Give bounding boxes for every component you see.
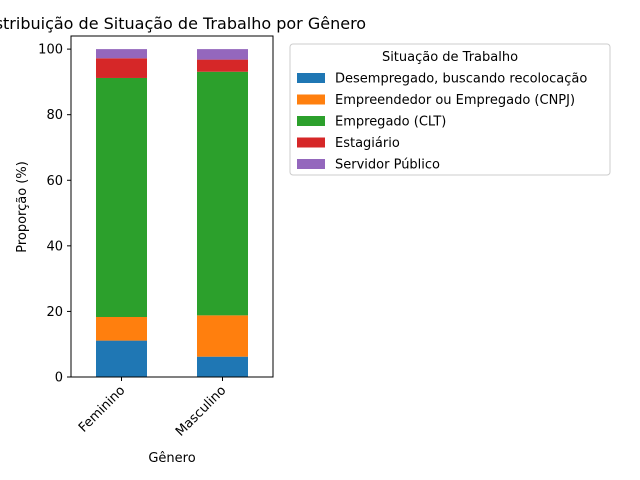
bar-segment <box>96 77 147 317</box>
x-axis-label: Gênero <box>148 451 195 466</box>
chart-title: Distribuição de Situação de Trabalho por… <box>0 14 366 33</box>
y-tick-label: 80 <box>46 108 63 123</box>
bar-segment <box>197 356 248 377</box>
legend-title: Situação de Trabalho <box>382 50 518 65</box>
bar-segment <box>197 59 248 72</box>
x-tick-label: Feminino <box>76 383 128 435</box>
axes-frame <box>70 35 274 378</box>
bar-segment <box>197 71 248 316</box>
y-tick-label: 60 <box>46 174 63 189</box>
legend-swatch <box>297 73 325 83</box>
bar-segment <box>96 58 147 78</box>
bar-segment <box>197 315 248 357</box>
y-tick-label: 20 <box>46 305 63 320</box>
legend-swatch <box>297 94 325 105</box>
x-tick-label: Masculino <box>173 383 229 439</box>
legend-item-label: Empreendedor ou Empregado (CNPJ) <box>335 93 575 108</box>
bar-segment <box>197 49 248 60</box>
legend: Situação de Trabalho Desempregado, busca… <box>289 43 611 176</box>
legend-swatch <box>297 137 325 148</box>
legend-item-label: Desempregado, buscando recolocação <box>335 72 587 87</box>
y-tick-label: 40 <box>46 239 63 254</box>
legend-swatch <box>297 116 325 126</box>
y-tick-label: 0 <box>55 371 63 386</box>
bar-segment <box>96 340 147 377</box>
y-tick-label: 100 <box>38 43 63 58</box>
legend-item-label: Estagiário <box>335 136 400 151</box>
legend-frame <box>289 43 611 176</box>
plot-area: 0 20 40 60 80 100 Feminino Masculino <box>38 35 274 440</box>
y-axis-label: Proporção (%) <box>15 161 30 253</box>
bar-segment <box>96 316 147 341</box>
legend-item-label: Empregado (CLT) <box>335 115 446 130</box>
legend-swatch <box>297 159 325 169</box>
bar-segment <box>96 49 147 59</box>
legend-item-label: Servidor Público <box>335 158 440 173</box>
